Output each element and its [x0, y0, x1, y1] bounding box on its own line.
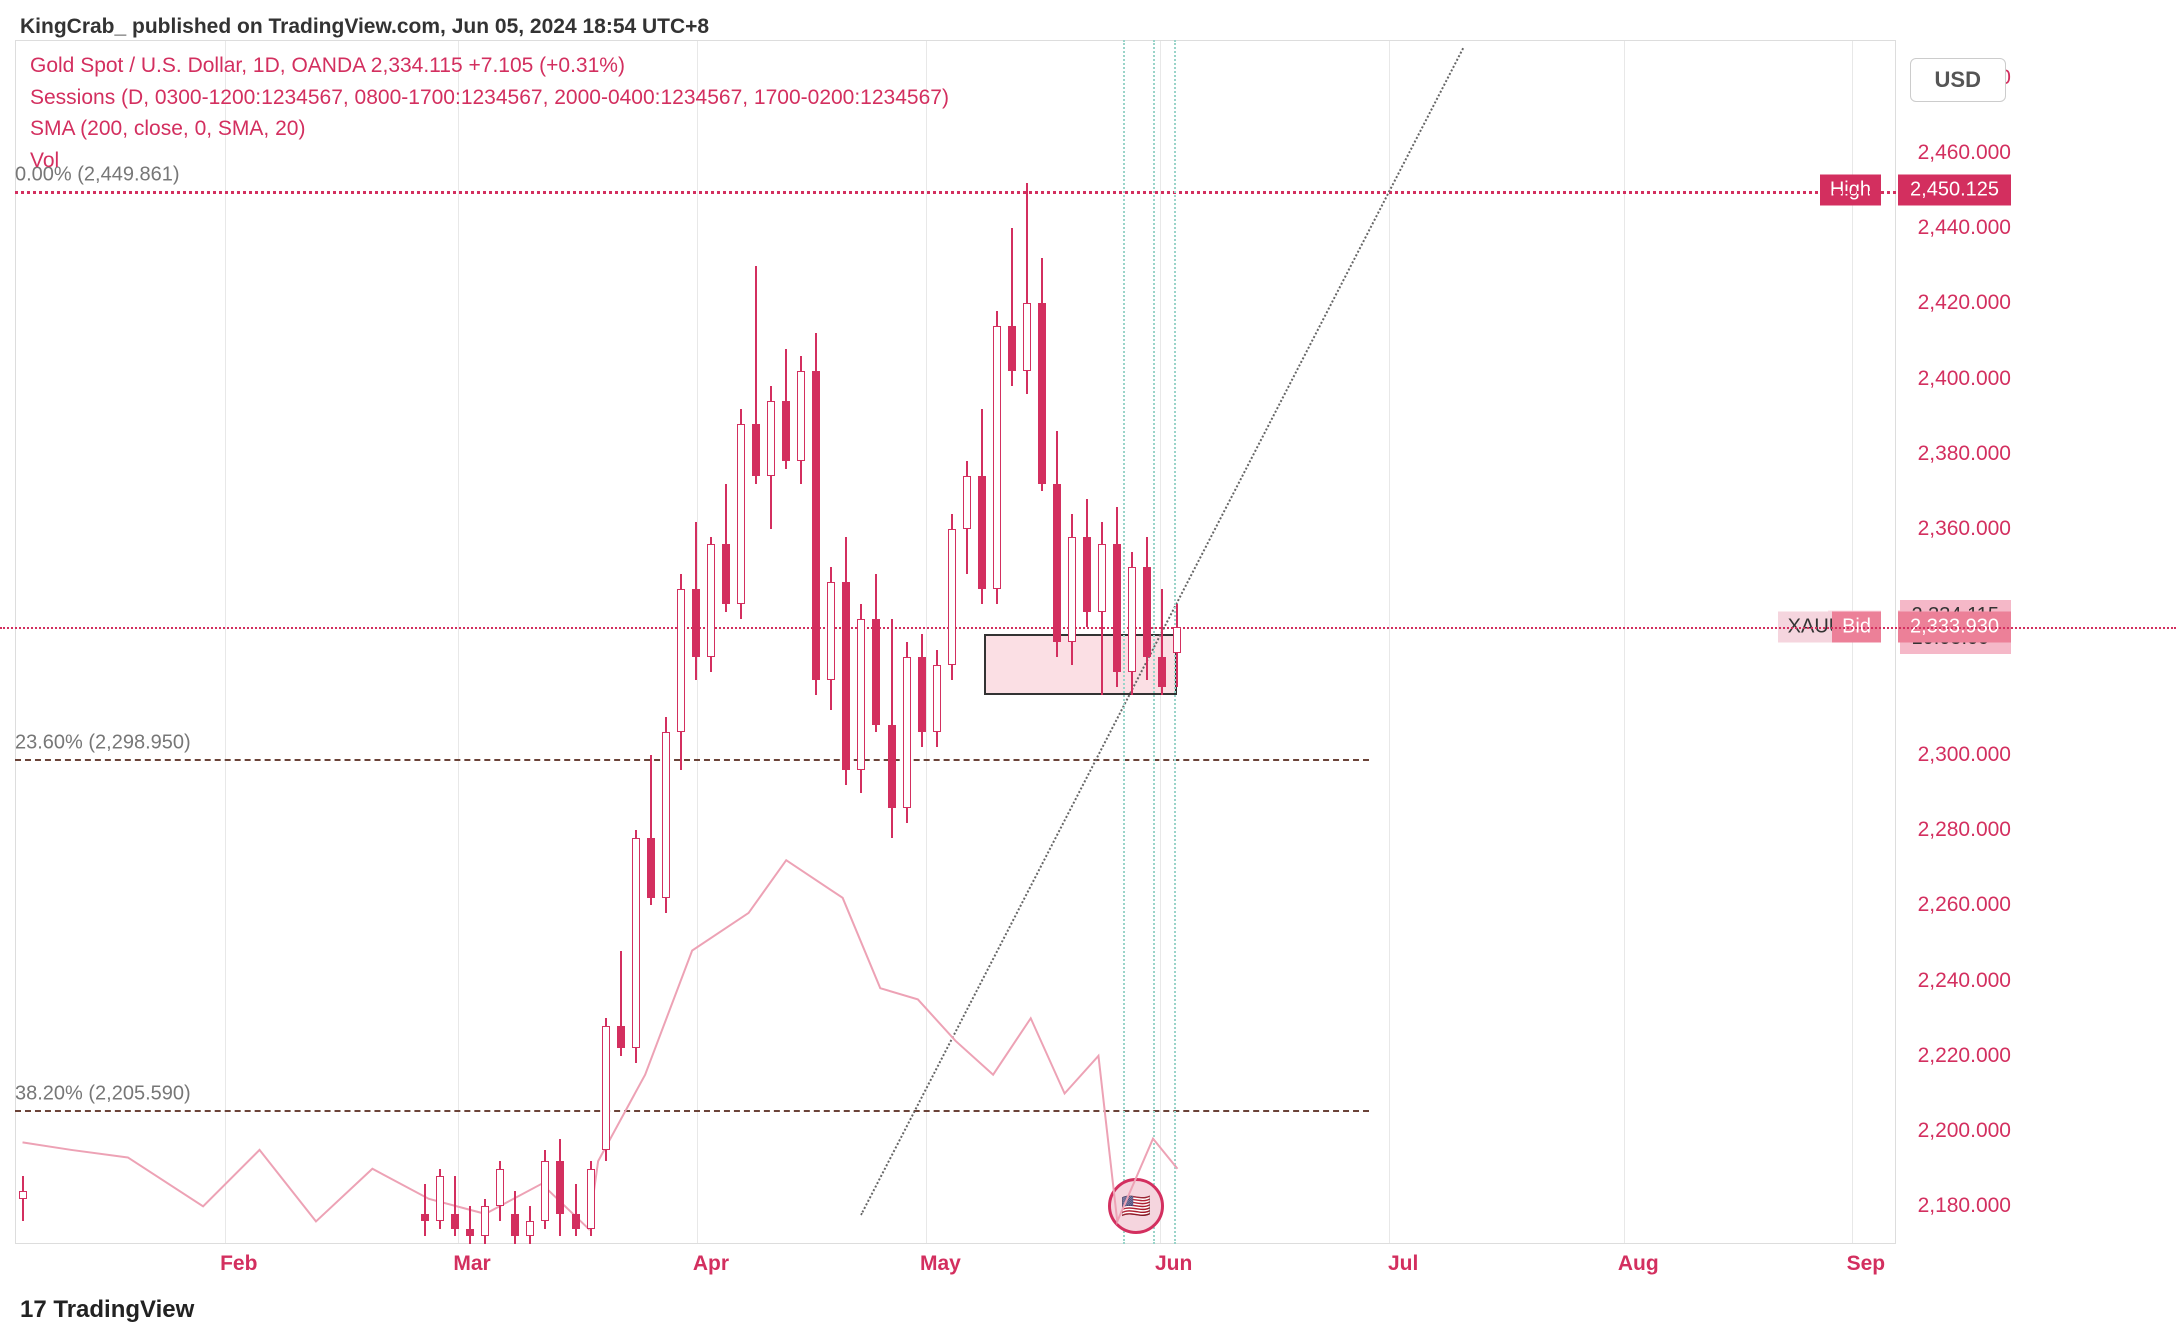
- x-tick-label: Jun: [1155, 1252, 1192, 1276]
- gridline: [225, 41, 226, 1243]
- x-tick-label: Jul: [1388, 1252, 1418, 1276]
- y-tick-label: 2,440.000: [1918, 216, 2011, 240]
- fib-line[interactable]: [15, 759, 1369, 761]
- x-tick-label: Sep: [1847, 1252, 1886, 1276]
- fib-line[interactable]: [15, 191, 1896, 194]
- session-line: [1123, 40, 1125, 1244]
- gridline: [458, 41, 459, 1243]
- y-tick-label: 2,240.000: [1918, 969, 2011, 993]
- gridline: [926, 41, 927, 1243]
- fib-label: 23.60% (2,298.950): [15, 731, 191, 754]
- price-tag-high: 2,450.125: [1898, 175, 2011, 206]
- session-line: [1153, 40, 1155, 1244]
- y-tick-label: 2,360.000: [1918, 517, 2011, 541]
- y-tick-label: 2,420.000: [1918, 291, 2011, 315]
- y-tick-label: 2,280.000: [1918, 818, 2011, 842]
- price-tag-high-label: High: [1820, 175, 1881, 206]
- sma-line: SMA (200, close, 0, SMA, 20): [30, 113, 949, 145]
- y-tick-label: 2,380.000: [1918, 442, 2011, 466]
- x-tick-label: Feb: [220, 1252, 257, 1276]
- symbol-line[interactable]: Gold Spot / U.S. Dollar, 1D, OANDA 2,334…: [30, 50, 949, 82]
- tradingview-watermark: 17 TradingView: [20, 1296, 194, 1324]
- gridline: [1624, 41, 1625, 1243]
- vol-line: Vol: [30, 145, 949, 177]
- x-axis[interactable]: Feb Mar Apr May Jun Jul Aug Sep: [15, 1252, 1896, 1282]
- y-tick-label: 2,180.000: [1918, 1194, 2011, 1218]
- sessions-line: Sessions (D, 0300-1200:1234567, 0800-170…: [30, 82, 949, 114]
- currency-button[interactable]: USD: [1910, 58, 2006, 102]
- y-tick-label: 2,220.000: [1918, 1044, 2011, 1068]
- x-tick-label: May: [920, 1252, 961, 1276]
- y-tick-label: 2,260.000: [1918, 893, 2011, 917]
- fib-line[interactable]: [15, 1110, 1369, 1112]
- x-tick-label: Mar: [453, 1252, 490, 1276]
- publish-header: KingCrab_ published on TradingView.com, …: [20, 15, 709, 39]
- gridline: [1389, 41, 1390, 1243]
- y-tick-label: 2,460.000: [1918, 141, 2011, 165]
- y-tick-label: 2,200.000: [1918, 1119, 2011, 1143]
- y-tick-label: 2,400.000: [1918, 367, 2011, 391]
- tv-logo-icon: 17: [20, 1296, 47, 1323]
- y-tick-label: 2,300.000: [1918, 743, 2011, 767]
- symbol-info: Gold Spot / U.S. Dollar, 1D, OANDA 2,334…: [30, 50, 949, 176]
- x-tick-label: Apr: [693, 1252, 729, 1276]
- fib-label: 38.20% (2,205.590): [15, 1083, 191, 1106]
- x-tick-label: Aug: [1618, 1252, 1659, 1276]
